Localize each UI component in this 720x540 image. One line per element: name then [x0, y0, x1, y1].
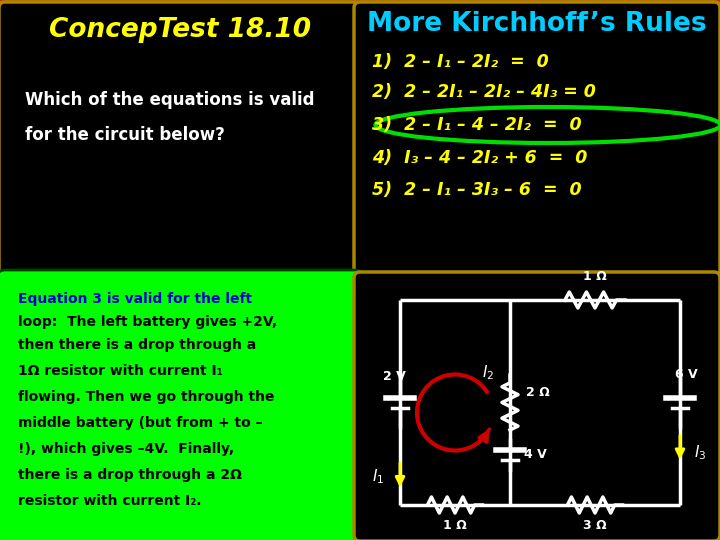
Text: flowing. Then we go through the: flowing. Then we go through the: [18, 390, 274, 404]
Text: 1)  2 – I₁ – 2I₂  =  0: 1) 2 – I₁ – 2I₂ = 0: [372, 53, 549, 71]
Text: 5)  2 – I₁ – 3I₃ – 6  =  0: 5) 2 – I₁ – 3I₃ – 6 = 0: [372, 181, 582, 199]
Text: resistor with current I₂.: resistor with current I₂.: [18, 494, 202, 508]
Text: 4 V: 4 V: [524, 448, 546, 461]
Text: !), which gives –4V.  Finally,: !), which gives –4V. Finally,: [18, 442, 234, 456]
Text: 1Ω resistor with current I₁: 1Ω resistor with current I₁: [18, 364, 222, 378]
Text: Which of the equations is valid: Which of the equations is valid: [25, 91, 315, 109]
Text: loop:  The left battery gives +2V,: loop: The left battery gives +2V,: [18, 315, 277, 329]
Text: 2 Ω: 2 Ω: [526, 386, 550, 399]
Text: 1 Ω: 1 Ω: [583, 270, 607, 283]
Text: 6 V: 6 V: [675, 368, 697, 381]
Text: 2)  2 – 2I₁ – 2I₂ – 4I₃ = 0: 2) 2 – 2I₁ – 2I₂ – 4I₃ = 0: [372, 83, 596, 101]
Text: 3)  2 – I₁ – 4 – 2I₂  =  0: 3) 2 – I₁ – 4 – 2I₂ = 0: [372, 116, 582, 134]
FancyBboxPatch shape: [0, 2, 361, 278]
Text: 2 V: 2 V: [382, 369, 405, 382]
FancyBboxPatch shape: [0, 270, 363, 540]
Text: 3 Ω: 3 Ω: [583, 519, 607, 532]
Text: $I_2$: $I_2$: [482, 363, 494, 382]
Text: Equation 3 is valid for the left: Equation 3 is valid for the left: [18, 292, 252, 306]
Text: middle battery (but from + to –: middle battery (but from + to –: [18, 416, 263, 430]
FancyBboxPatch shape: [354, 2, 720, 278]
Text: ConcepTest 18.10: ConcepTest 18.10: [49, 17, 311, 43]
Text: there is a drop through a 2Ω: there is a drop through a 2Ω: [18, 468, 242, 482]
FancyBboxPatch shape: [354, 272, 720, 540]
Text: 4)  I₃ – 4 – 2I₂ + 6  =  0: 4) I₃ – 4 – 2I₂ + 6 = 0: [372, 149, 588, 167]
Text: for the circuit below?: for the circuit below?: [25, 126, 225, 144]
Text: $I_1$: $I_1$: [372, 468, 384, 487]
Text: then there is a drop through a: then there is a drop through a: [18, 338, 256, 352]
Text: 1 Ω: 1 Ω: [443, 519, 467, 532]
Text: $I_3$: $I_3$: [694, 443, 706, 462]
Text: More Kirchhoff’s Rules: More Kirchhoff’s Rules: [367, 11, 707, 37]
